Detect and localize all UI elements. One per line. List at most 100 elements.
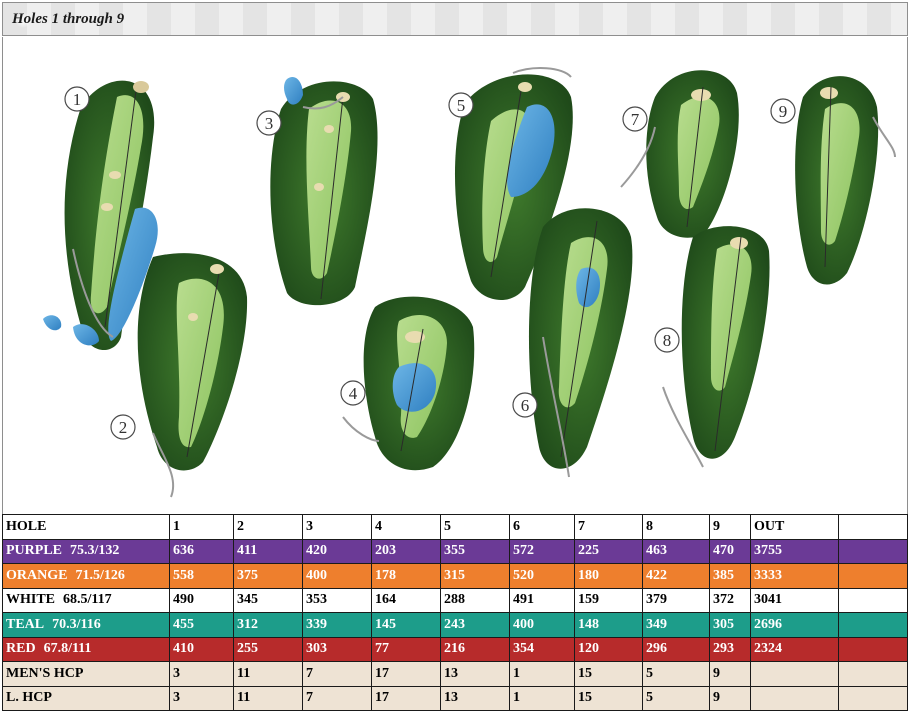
hole-marker-6[interactable]: 6 (512, 392, 538, 418)
handicap-cell: 11 (233, 685, 303, 711)
hole-marker-5[interactable]: 5 (448, 92, 474, 118)
handicap-cell: 9 (709, 685, 751, 711)
hole-marker-3[interactable]: 3 (256, 110, 282, 136)
svg-text:5: 5 (457, 96, 466, 115)
tee-name: RED (6, 641, 36, 657)
tee-name: ORANGE (6, 567, 68, 583)
svg-text:2: 2 (119, 418, 128, 437)
tee-rating: 75.3/132 (70, 543, 120, 559)
yardage-cell: 180 (574, 563, 643, 589)
yardage-cell: 420 (302, 538, 372, 564)
svg-text:6: 6 (521, 396, 530, 415)
hole-6-layout (528, 208, 633, 469)
out-total-cell: 2324 (750, 636, 839, 662)
hole-number-cell: 6 (509, 514, 575, 540)
tee-name: TEAL (6, 616, 45, 632)
handicap-cell: 9 (709, 661, 751, 687)
tee-rating: 71.5/126 (75, 567, 125, 583)
handicap-cell: 5 (642, 685, 710, 711)
tee-label: WHITE 68.5/117 (2, 587, 170, 613)
yardage-cell: 349 (642, 612, 710, 638)
yardage-cell: 145 (371, 612, 441, 638)
yardage-cell: 491 (509, 587, 575, 613)
hole-marker-7[interactable]: 7 (622, 106, 648, 132)
yardage-cell: 164 (371, 587, 441, 613)
out-total-cell: 3333 (750, 563, 839, 589)
yardage-cell: 225 (574, 538, 643, 564)
handicap-cell: 1 (509, 685, 575, 711)
handicap-cell: 5 (642, 661, 710, 687)
yardage-cell: 303 (302, 636, 372, 662)
yardage-cell: 293 (709, 636, 751, 662)
scorecard-table: HOLE 1 2 3 4 5 6 7 8 9 OUT PURPLE 75.3/13… (2, 514, 908, 711)
yardage-cell: 315 (440, 563, 510, 589)
handicap-cell: 3 (169, 661, 234, 687)
handicap-cell: 11 (233, 661, 303, 687)
hole-number-cell: 2 (233, 514, 303, 540)
handicap-cell: 17 (371, 685, 441, 711)
page-header: Holes 1 through 9 (2, 2, 908, 36)
yardage-cell: 455 (169, 612, 234, 638)
hole-marker-8[interactable]: 8 (654, 327, 680, 353)
hole-4-layout (363, 296, 475, 471)
yardage-cell: 216 (440, 636, 510, 662)
tee-rating: 70.3/116 (52, 616, 101, 632)
yardage-cell: 203 (371, 538, 441, 564)
yardage-cell: 255 (233, 636, 303, 662)
handicap-cell: 13 (440, 685, 510, 711)
yardage-cell: 77 (371, 636, 441, 662)
blank-cell (838, 661, 908, 687)
row-label: HOLE (2, 514, 170, 540)
svg-text:8: 8 (663, 331, 672, 350)
hole-5-layout (454, 74, 573, 300)
yardage-cell: 636 (169, 538, 234, 564)
mens-handicap-row: MEN'S HCP 3 11 7 17 13 1 15 5 9 (2, 661, 908, 687)
hole-7-layout (646, 70, 739, 238)
hole-number-cell: 1 (169, 514, 234, 540)
yardage-cell: 178 (371, 563, 441, 589)
hole-number-cell: 3 (302, 514, 372, 540)
yardage-cell: 422 (642, 563, 710, 589)
hole-1-layout (43, 80, 158, 351)
yardage-cell: 411 (233, 538, 303, 564)
blank-cell (838, 563, 908, 589)
handicap-cell: 7 (302, 661, 372, 687)
yardage-cell: 385 (709, 563, 751, 589)
hole-marker-1[interactable]: 1 (64, 86, 90, 112)
hole-markers: 1 2 3 4 5 6 7 (64, 86, 796, 440)
hole-8-layout (681, 226, 770, 459)
yardage-cell: 520 (509, 563, 575, 589)
tee-row-purple: PURPLE 75.3/132 636 411 420 203 355 572 2… (2, 538, 908, 564)
hole-number-cell: 7 (574, 514, 643, 540)
blank-cell (838, 514, 908, 540)
blank-cell (838, 612, 908, 638)
page-title: Holes 1 through 9 (12, 11, 125, 27)
course-map: 1 2 3 4 5 6 7 (2, 37, 908, 514)
blank-cell (838, 538, 908, 564)
hole-marker-4[interactable]: 4 (340, 380, 366, 406)
tee-label: TEAL 70.3/116 (2, 612, 170, 638)
hole-number-cell: 9 (709, 514, 751, 540)
tee-name: PURPLE (6, 543, 62, 559)
blank-cell (838, 636, 908, 662)
svg-text:7: 7 (631, 110, 640, 129)
hole-marker-9[interactable]: 9 (770, 98, 796, 124)
tee-rating: 68.5/117 (63, 592, 112, 608)
yardage-cell: 470 (709, 538, 751, 564)
yardage-cell: 305 (709, 612, 751, 638)
handicap-cell: 1 (509, 661, 575, 687)
hole-marker-2[interactable]: 2 (110, 414, 136, 440)
yardage-cell: 375 (233, 563, 303, 589)
row-label: L. HCP (2, 685, 170, 711)
handicap-cell: 17 (371, 661, 441, 687)
yardage-cell: 558 (169, 563, 234, 589)
svg-text:3: 3 (265, 114, 274, 133)
ladies-handicap-row: L. HCP 3 11 7 17 13 1 15 5 9 (2, 685, 908, 711)
blank-cell (838, 685, 908, 711)
hole-3-layout (270, 76, 378, 306)
yardage-cell: 312 (233, 612, 303, 638)
handicap-cell (750, 685, 839, 711)
tee-row-teal: TEAL 70.3/116 455 312 339 145 243 400 148… (2, 612, 908, 638)
yardage-cell: 243 (440, 612, 510, 638)
tee-label: RED 67.8/111 (2, 636, 170, 662)
